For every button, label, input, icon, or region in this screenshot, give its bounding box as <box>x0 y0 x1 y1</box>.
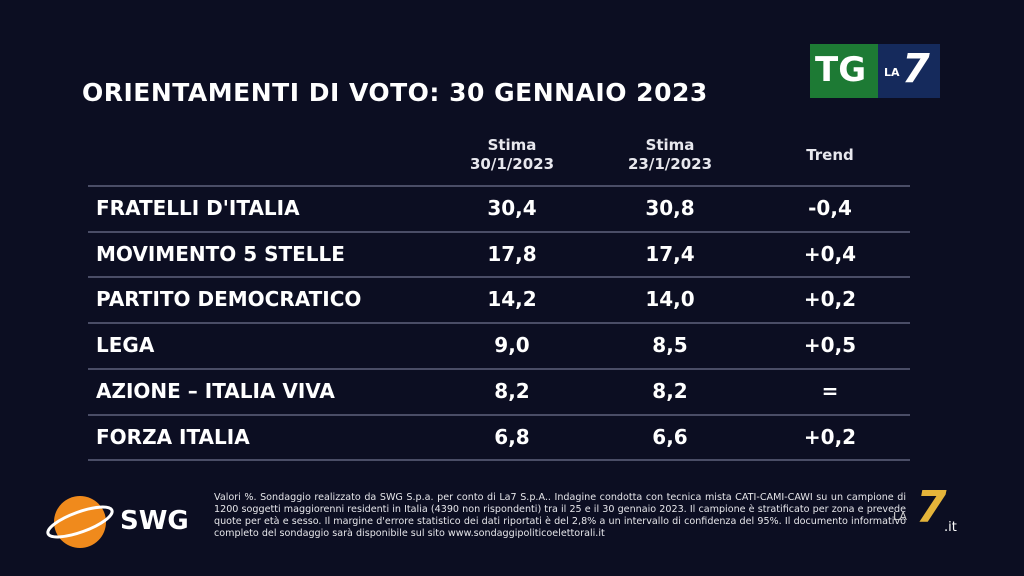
row-label: LEGA <box>96 333 155 358</box>
swg-logo-text: SWG <box>120 506 189 536</box>
column-header: 23/1/2023 <box>627 155 713 173</box>
row-value: 8,2 <box>652 378 688 403</box>
row-value: +0,4 <box>803 241 857 266</box>
column-header: Stima <box>487 136 537 154</box>
row-value: 9,0 <box>494 333 530 358</box>
row-label: FORZA ITALIA <box>96 424 250 449</box>
row-value: +0,5 <box>803 333 857 358</box>
row-rule <box>88 185 910 187</box>
la7-logo-la: LA <box>884 66 900 79</box>
la7-footer-seven: 7 <box>916 482 947 533</box>
la7-footer-la: LA <box>893 510 907 523</box>
row-rule <box>88 459 910 462</box>
row-value: 6,6 <box>652 424 688 449</box>
swg-globe <box>46 496 114 548</box>
row-label: FRATELLI D'ITALIA <box>96 196 300 220</box>
row-value: 30,4 <box>487 196 537 220</box>
footnote: Valori %. Sondaggio realizzato da SWG S.… <box>214 492 906 539</box>
row-value: 17,4 <box>645 241 695 266</box>
row-rule <box>88 367 910 370</box>
tg-logo-box <box>810 44 878 98</box>
column-header: Trend <box>806 146 854 164</box>
table: Stima 30/1/2023 Stima 23/1/2023 Trend FRATELL… <box>88 136 910 462</box>
la7-footer-suffix: .it <box>944 520 957 535</box>
row-value: +0,2 <box>803 424 857 449</box>
column-header: 30/1/2023 <box>469 155 555 173</box>
row-value: +0,2 <box>803 287 857 312</box>
row-value: 8,5 <box>652 333 688 358</box>
row-label: AZIONE – ITALIA VIVA <box>96 378 335 403</box>
row-value: 6,8 <box>494 424 530 449</box>
row-value: 14,2 <box>487 287 537 312</box>
row-value: 8,2 <box>494 378 530 403</box>
row-value: 30,8 <box>645 196 695 220</box>
column-header: Stima <box>645 136 695 154</box>
row-value: -0,4 <box>808 196 852 220</box>
row-rule <box>88 276 910 279</box>
tg-logo-text: TG <box>815 50 867 90</box>
la7-logo-box <box>878 44 940 98</box>
row-rule <box>88 322 910 325</box>
row-label: PARTITO DEMOCRATICO <box>96 287 362 312</box>
row-value: 14,0 <box>645 287 695 312</box>
la7-logo-seven: 7 <box>902 46 930 92</box>
row-value: 17,8 <box>487 241 537 266</box>
row-rule <box>88 230 910 233</box>
row-value: = <box>821 378 839 403</box>
row-label: MOVIMENTO 5 STELLE <box>96 241 345 266</box>
title: ORIENTAMENTI DI VOTO: 30 GENNAIO 2023 <box>82 78 708 107</box>
row-rule <box>88 413 910 416</box>
